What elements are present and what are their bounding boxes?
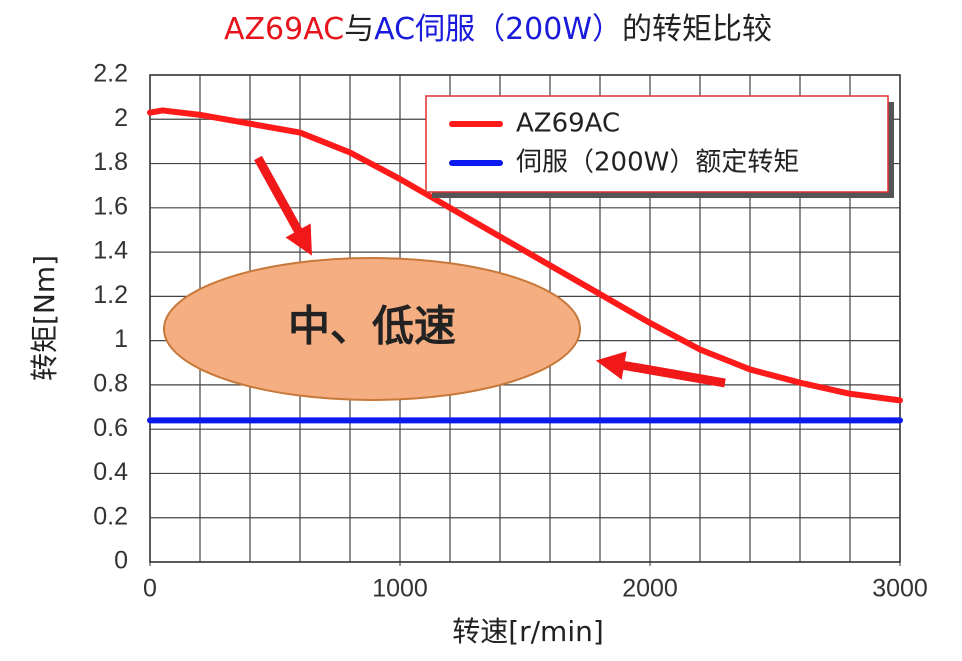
x-tick-label: 0 xyxy=(143,575,157,603)
y-tick-label: 2.2 xyxy=(93,60,128,88)
y-axis-label: 转矩[Nm] xyxy=(28,255,61,381)
y-tick-label: 1.4 xyxy=(93,237,128,265)
annotation-ellipse xyxy=(163,257,581,401)
y-tick-label: 1 xyxy=(114,325,128,353)
y-tick-label: 1.2 xyxy=(93,281,128,309)
y-tick-label: 0 xyxy=(114,547,128,575)
legend: AZ69AC 伺服（200W）额定转矩 xyxy=(425,95,894,198)
y-tick-label: 0.2 xyxy=(93,502,128,530)
y-tick-label: 0.8 xyxy=(93,370,128,398)
title-part: 与 xyxy=(344,12,374,47)
y-tick-label: 1.8 xyxy=(93,148,128,176)
x-tick-label: 1000 xyxy=(372,575,428,603)
y-tick-label: 1.6 xyxy=(93,192,128,220)
y-tick-label: 0.4 xyxy=(93,458,128,486)
annotation-arrow xyxy=(595,351,726,388)
x-tick-label: 3000 xyxy=(872,575,928,603)
plot-frame xyxy=(149,74,901,563)
legend-label: AZ69AC xyxy=(516,109,620,139)
series-line xyxy=(147,107,903,404)
chart-title: AZ69AC与AC伺服（200W）的转矩比较 xyxy=(224,12,772,47)
legend-items: AZ69AC 伺服（200W）额定转矩 xyxy=(449,109,799,178)
legend-label: 伺服（200W）额定转矩 xyxy=(516,148,799,178)
y-tick-label: 0.6 xyxy=(93,414,128,442)
y-tick-label: 2 xyxy=(114,104,128,132)
legend-box xyxy=(425,95,889,193)
title-part: AC伺服（200W） xyxy=(374,12,622,47)
series-lines xyxy=(147,107,903,424)
x-tick-label: 2000 xyxy=(622,575,678,603)
x-axis-label: 转速[r/min] xyxy=(452,615,604,648)
annotation-arrow xyxy=(254,155,312,256)
ticks: 0 0.2 0.4 0.6 0.8 1 1.2 1.4 1.6 1.8 2 2.2 0 1000 2000 3… xyxy=(93,60,928,603)
annotation-text: 中、低速 xyxy=(288,302,456,351)
title-part: AZ69AC xyxy=(224,12,344,47)
title-part: 的转矩比较 xyxy=(622,12,772,47)
